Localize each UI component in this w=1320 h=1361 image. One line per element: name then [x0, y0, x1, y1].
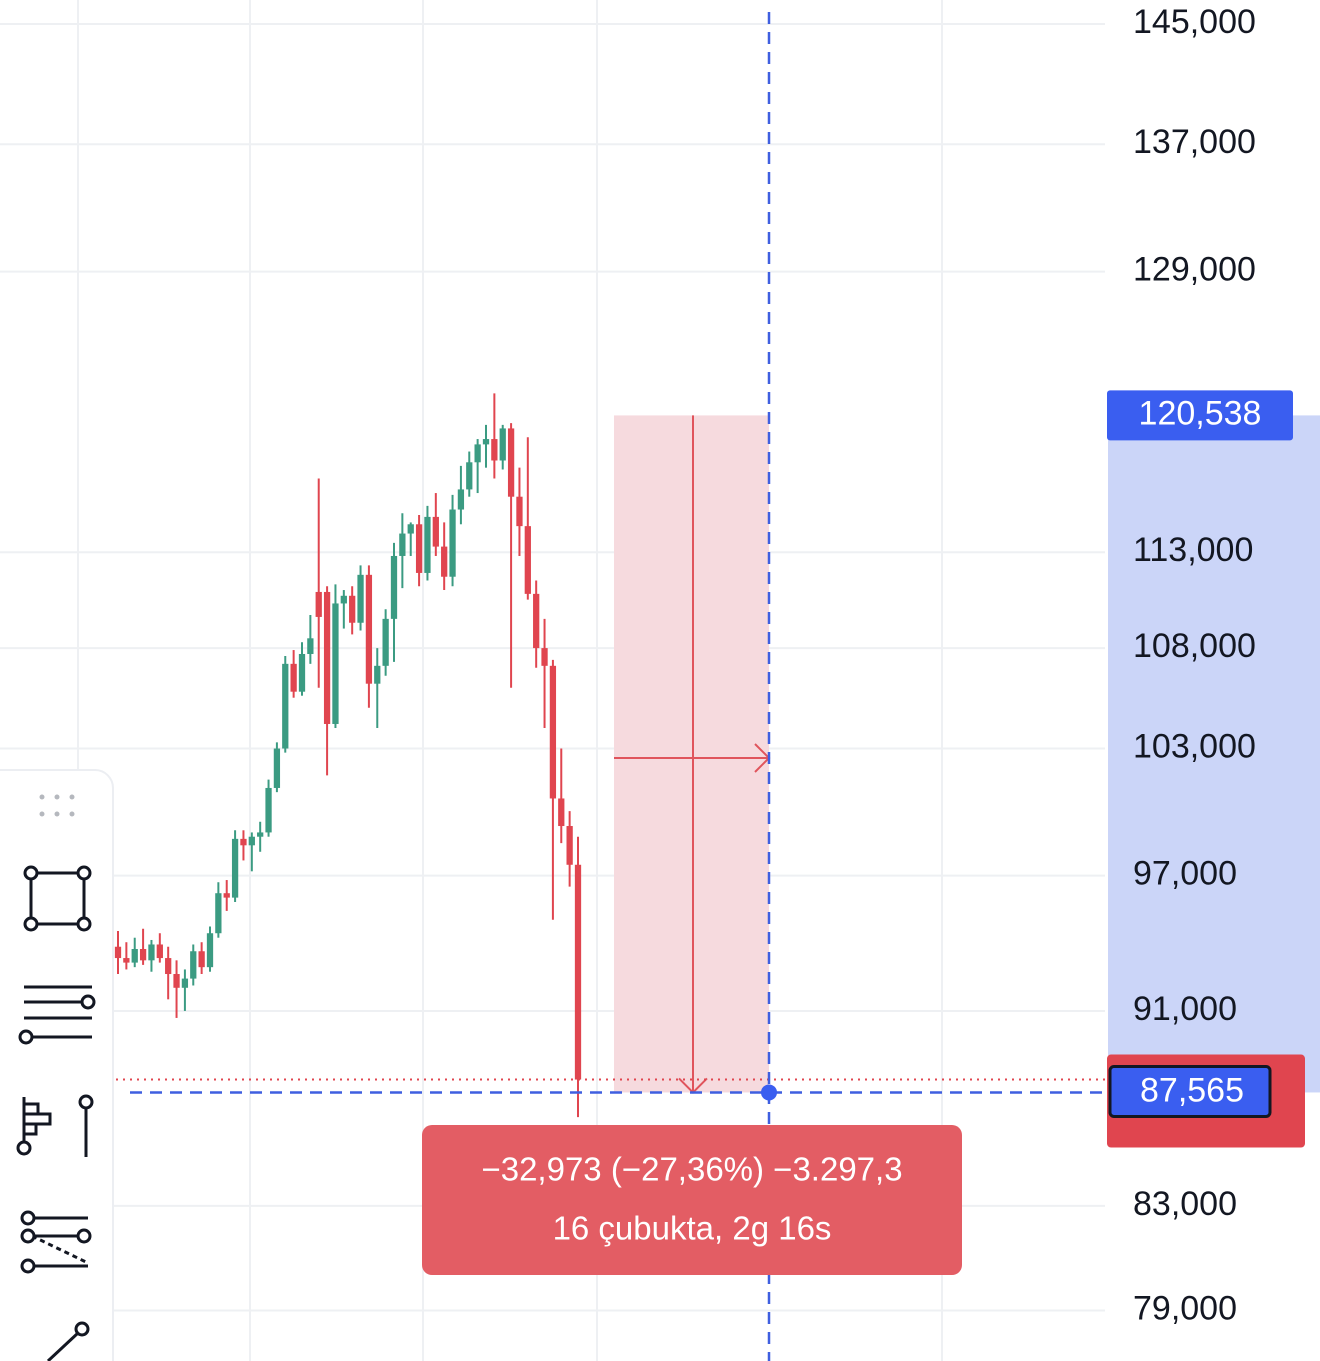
- candle-body: [524, 526, 531, 594]
- volume-profile-tool[interactable]: [16, 1094, 94, 1157]
- candle-body: [499, 428, 506, 461]
- candle-body: [365, 574, 373, 684]
- candle-body: [482, 439, 490, 445]
- candle-body: [114, 946, 122, 959]
- price-axis-range: [1108, 415, 1320, 1093]
- candle-body: [516, 496, 523, 527]
- candle-body: [206, 933, 214, 968]
- candle-body: [165, 958, 172, 975]
- candle-body: [507, 428, 515, 497]
- candle-body: [290, 663, 297, 692]
- candle-body: [323, 591, 331, 724]
- candle-body: [240, 838, 247, 846]
- y-tick-label: 113,000: [1133, 531, 1253, 569]
- candle-body: [173, 974, 180, 988]
- candle-body: [390, 555, 398, 619]
- drag-handle[interactable]: [39, 794, 75, 817]
- candle-body: [374, 665, 381, 684]
- candle-body: [139, 948, 147, 961]
- candle-body: [223, 893, 230, 898]
- candle-body: [332, 603, 339, 724]
- candle-body: [466, 462, 473, 490]
- measure-box: [614, 415, 769, 1093]
- y-tick-label: 145,000: [1133, 3, 1256, 41]
- measure-handle: [761, 1084, 777, 1101]
- y-tick-label: 83,000: [1133, 1185, 1237, 1223]
- end-price-tag: [1108, 1064, 1272, 1118]
- candle-body: [298, 653, 306, 692]
- measure-duration: 16 çubukta, 2g 16s: [553, 1210, 832, 1247]
- candle-body: [424, 516, 431, 573]
- candle-body: [349, 595, 356, 623]
- candle-body: [231, 838, 239, 898]
- y-tick-label: 137,000: [1133, 123, 1256, 161]
- toolbar-panel: [0, 769, 114, 1361]
- y-tick-label: 79,000: [1133, 1290, 1237, 1328]
- y-tick-label: 129,000: [1133, 251, 1256, 289]
- rectangle-tool[interactable]: [23, 865, 92, 932]
- candle-body: [574, 864, 582, 1080]
- candle-body: [382, 618, 389, 666]
- candle-body: [131, 948, 138, 963]
- measure-info-box: [422, 1125, 962, 1275]
- candle-body: [533, 593, 540, 649]
- y-tick-label: 91,000: [1133, 990, 1237, 1028]
- candle-body: [566, 826, 573, 865]
- candle-body: [282, 663, 289, 749]
- candle-body: [123, 958, 130, 963]
- candle-body: [181, 978, 189, 988]
- candle-body: [248, 836, 255, 846]
- start-price-tag: [1107, 390, 1293, 441]
- candle-body: [265, 787, 272, 833]
- candle-body: [457, 489, 465, 510]
- candle-body: [541, 648, 548, 666]
- candle-body: [549, 665, 557, 799]
- candle-body: [432, 516, 439, 547]
- candle-body: [340, 595, 347, 604]
- candle-body: [198, 951, 205, 968]
- candle-body: [449, 509, 456, 577]
- trend-line-tool[interactable]: [46, 1321, 90, 1361]
- candle-body: [215, 893, 222, 934]
- y-tick-label: 97,000: [1133, 855, 1237, 893]
- candle-body: [407, 524, 414, 534]
- end-price-label: 87,565: [1140, 1071, 1244, 1109]
- candle-body: [156, 944, 163, 959]
- y-tick-label: 103,000: [1133, 728, 1256, 766]
- start-price-label: 120,538: [1139, 394, 1262, 432]
- drawing-toolbar[interactable]: [0, 769, 114, 1361]
- candle-body: [273, 748, 281, 788]
- candle-body: [148, 944, 155, 961]
- candle-body: [357, 574, 364, 623]
- candle-body: [415, 524, 423, 573]
- candle-body: [257, 832, 264, 837]
- candle-body: [190, 951, 197, 979]
- candle-body: [474, 444, 481, 463]
- candle-body: [558, 798, 565, 827]
- parallel-lines-tool[interactable]: [18, 985, 96, 1045]
- candle-body: [491, 439, 498, 461]
- y-tick-label: 108,000: [1133, 627, 1256, 665]
- fib-tool[interactable]: [20, 1210, 92, 1274]
- candle-body: [441, 546, 448, 577]
- measure-change: −32,973 (−27,36%) −3.297,3: [481, 1151, 902, 1188]
- candle-body: [315, 591, 322, 617]
- candle-body: [307, 638, 314, 654]
- candle-body: [399, 533, 406, 556]
